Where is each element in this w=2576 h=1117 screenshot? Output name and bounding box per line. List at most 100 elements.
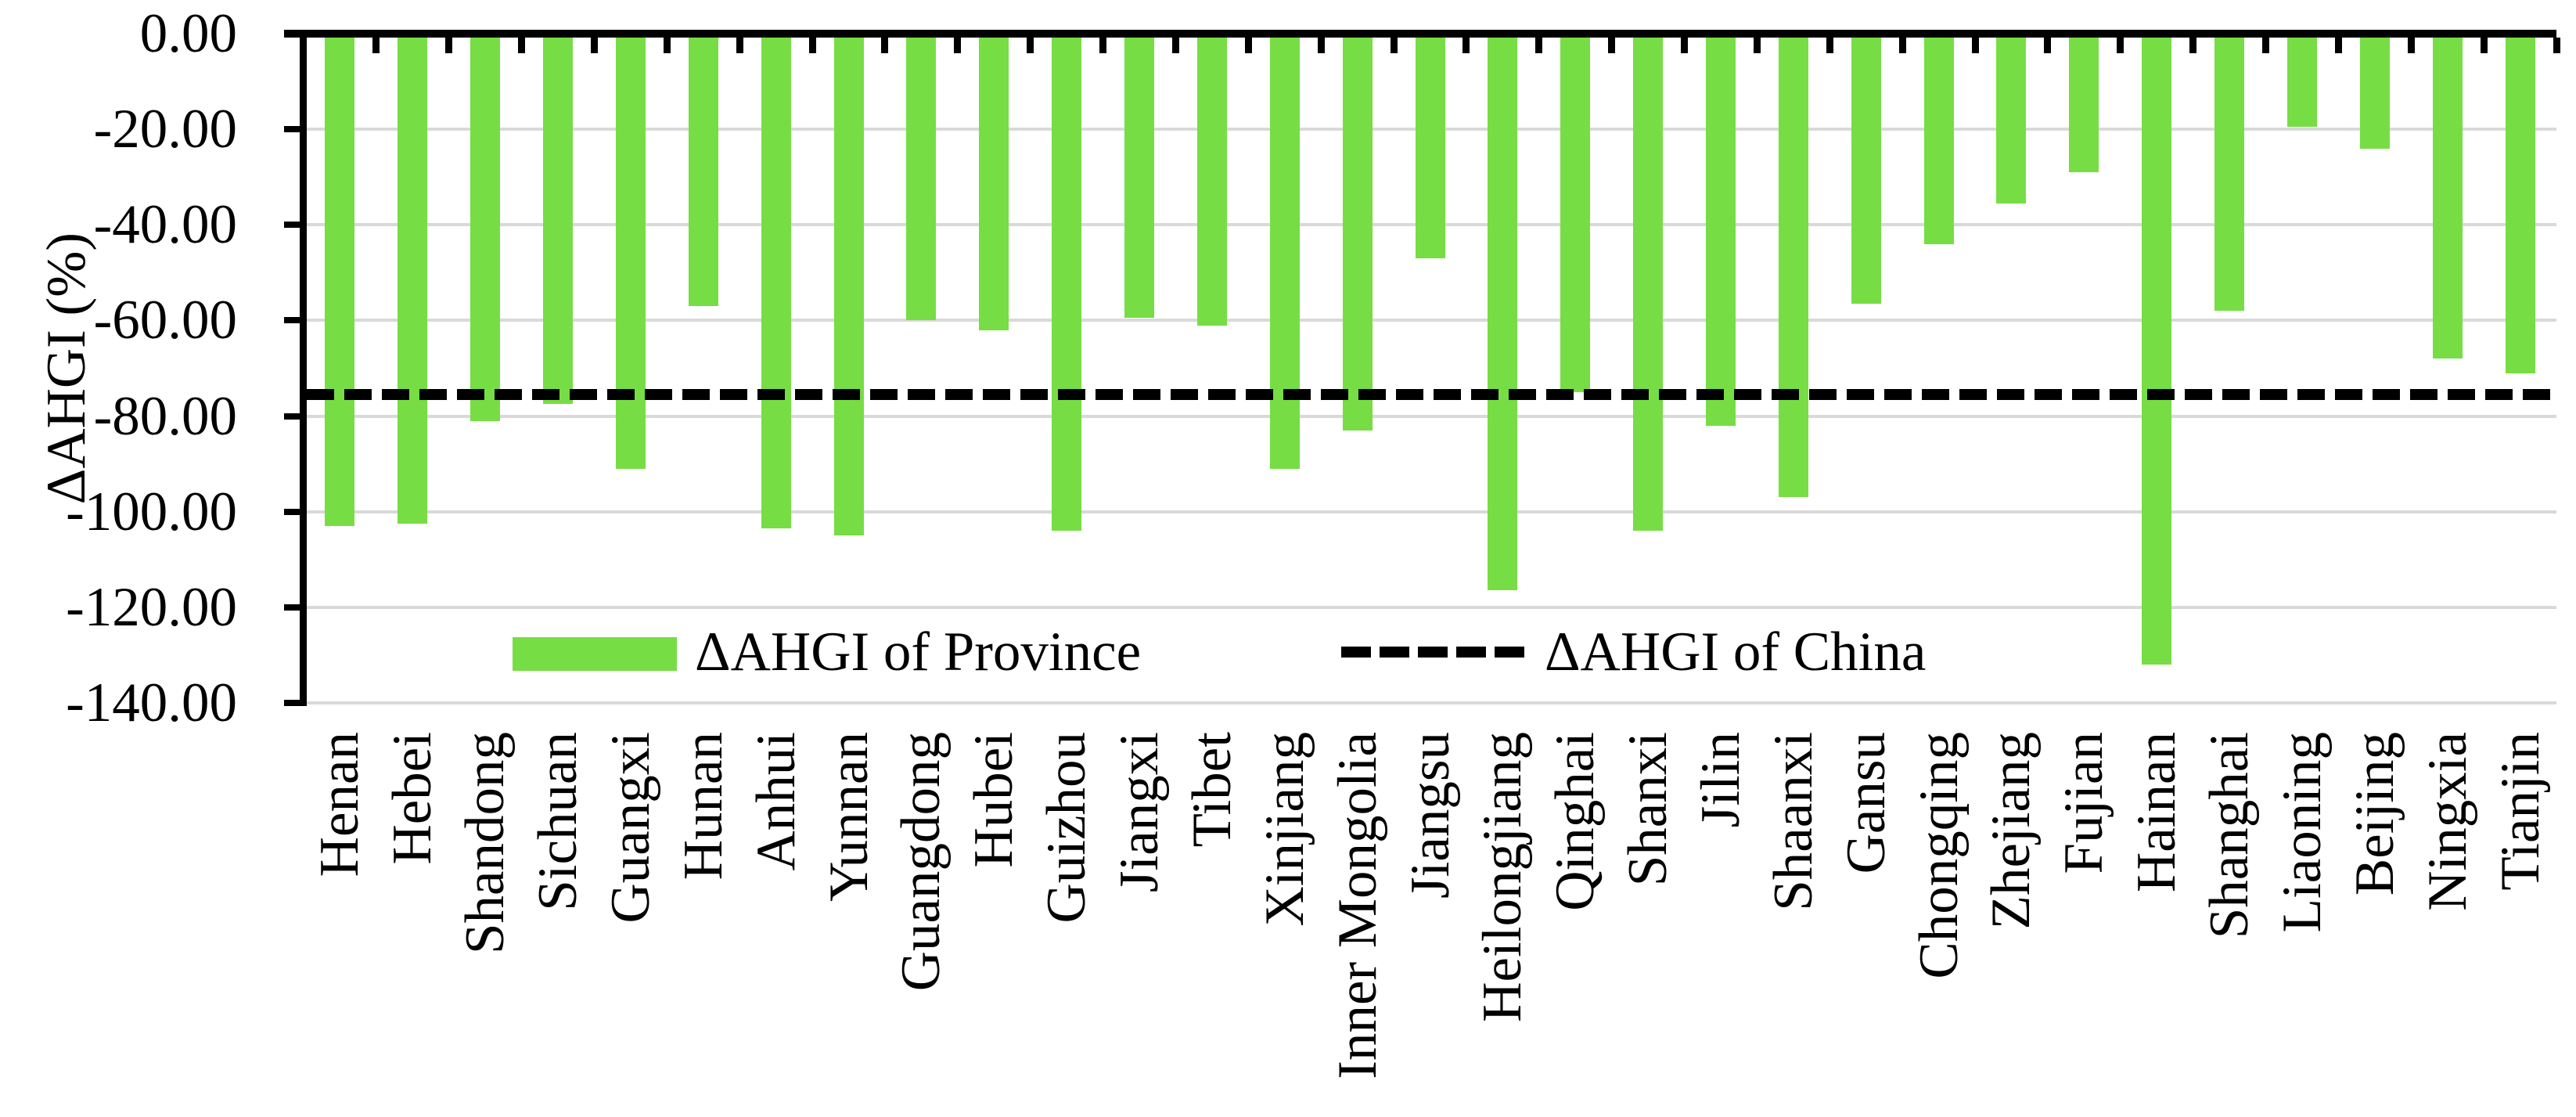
x-tick-mark [808,38,816,53]
x-tick-mark [1027,38,1034,53]
y-tick-mark [284,508,301,515]
x-tick-mark [736,38,743,53]
bar-jilin [1705,38,1736,426]
x-tick-mark [954,38,962,53]
x-tick-mark [518,38,526,53]
legend-province-swatch [513,637,677,671]
x-label-xinjiang: Xinjiang [1254,732,1315,927]
x-tick-mark [2262,38,2270,53]
x-label-guangxi: Guangxi [599,732,661,924]
x-tick-mark [2117,38,2124,53]
x-label-jiangsu: Jiangsu [1399,732,1461,899]
x-label-jiangxi: Jiangxi [1109,732,1171,893]
y-tick-label: -80.00 [93,385,237,447]
x-tick-mark [1898,38,1906,53]
x-label-chongqing: Chongqing [1908,732,1970,979]
gridline [307,510,2556,513]
y-tick-label: 0.00 [139,3,237,64]
bar-hainan [2142,38,2172,665]
x-tick-mark [2553,38,2560,53]
bar-beijing [2359,38,2390,149]
x-tick-mark [2480,38,2488,53]
x-tick-mark [1390,38,1398,53]
x-axis-line [284,30,2556,38]
x-label-qinghai: Qinghai [1545,732,1606,911]
x-tick-mark [1826,38,1833,53]
gridline [307,319,2556,322]
x-tick-mark [2334,38,2342,53]
x-tick-mark [445,38,453,53]
bar-guizhou [1052,38,1082,531]
y-tick-label: -60.00 [93,290,237,351]
bar-tianjin [2505,38,2535,373]
bar-fujian [2069,38,2099,173]
x-label-fujian: Fujian [2053,732,2115,874]
y-tick-mark [284,604,301,611]
bar-hebei [398,38,428,524]
bar-shandong [470,38,501,421]
x-label-liaoning: Liaoning [2271,732,2333,933]
x-label-heilongjiang: Heilongjiang [1472,732,1534,1022]
bar-guangxi [615,38,646,469]
x-label-zhejiang: Zhejiang [1981,732,2042,930]
x-label-jilin: Jilin [1689,732,1751,828]
bar-heilongjiang [1488,38,1518,591]
bar-inner-mongolia [1342,38,1373,431]
bar-sichuan [543,38,574,405]
y-tick-mark [284,222,301,229]
y-axis-line [300,30,307,706]
legend-china-dash-swatch [1341,647,1524,658]
x-tick-mark [372,38,380,53]
bar-zhejiang [1996,38,2027,204]
legend-province-label: ΔAHGI of Province [695,622,1142,683]
bar-jiangsu [1415,38,1445,259]
bar-jiangxi [1124,38,1155,319]
x-label-ningxia: Ningxia [2416,732,2478,911]
x-label-inner-mongolia: Inner Mongolia [1326,732,1388,1079]
x-label-gansu: Gansu [1835,732,1897,874]
x-label-tibet: Tibet [1181,732,1243,848]
x-tick-mark [1971,38,1979,53]
bar-shanghai [2214,38,2245,312]
x-label-hebei: Hebei [382,732,444,865]
legend-china-label: ΔAHGI of China [1545,622,1927,683]
x-label-guizhou: Guizhou [1036,732,1098,924]
x-tick-mark [1753,38,1761,53]
x-label-guangdong: Guangdong [890,732,952,992]
x-tick-mark [1535,38,1543,53]
x-label-henan: Henan [309,732,371,877]
bar-tibet [1196,38,1227,326]
gridline [307,605,2556,609]
bar-xinjiang [1269,38,1300,469]
x-label-tianjin: Tianjin [2489,732,2551,891]
x-label-hunan: Hunan [672,732,734,881]
bar-shaanxi [1778,38,1808,498]
x-tick-mark [2189,38,2197,53]
y-tick-mark [284,31,301,37]
y-tick-mark [284,126,301,133]
bar-qinghai [1560,38,1591,393]
x-tick-mark [2407,38,2415,53]
x-tick-mark [663,38,671,53]
x-label-hubei: Hubei [963,732,1025,868]
bar-chongqing [1923,38,1954,244]
y-tick-mark [284,317,301,324]
x-label-beijing: Beijing [2344,732,2405,896]
x-tick-mark [1317,38,1325,53]
bar-ningxia [2432,38,2463,359]
bar-gansu [1851,38,1881,304]
bar-hubei [979,38,1009,330]
x-tick-mark [590,38,598,53]
y-tick-label: -40.00 [93,194,237,256]
gridline [307,701,2556,704]
x-tick-mark [881,38,889,53]
bar-guangdong [906,38,937,321]
x-label-hainan: Hainan [2126,732,2188,893]
x-tick-mark [1171,38,1179,53]
x-tick-mark [1681,38,1689,53]
china-average-dashed-line [307,389,2556,401]
y-tick-mark [284,699,301,706]
bar-yunnan [833,38,864,536]
x-tick-mark [2044,38,2052,53]
